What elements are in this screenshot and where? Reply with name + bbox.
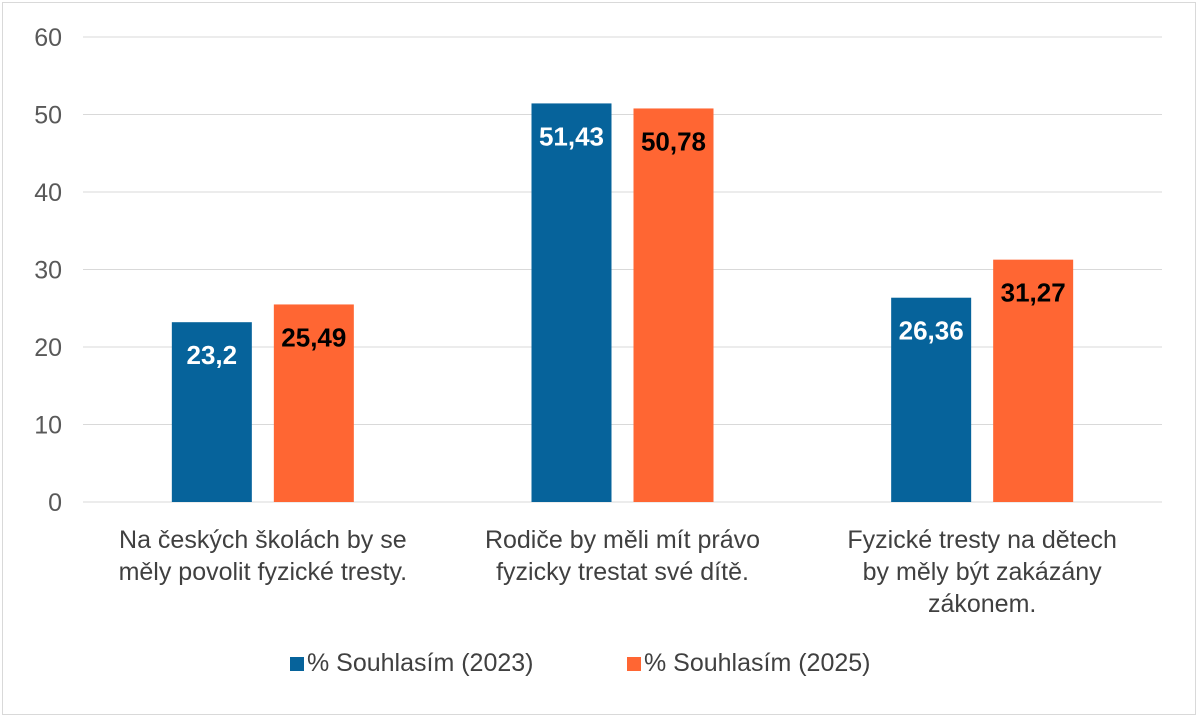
y-tick-label: 20: [34, 334, 62, 362]
y-tick-label: 50: [34, 102, 62, 130]
x-category-label: Rodiče by měli mít právo fyzicky trestat …: [485, 526, 760, 586]
data-label: 31,27: [1001, 278, 1066, 308]
y-tick-label: 30: [34, 257, 62, 285]
bar: [993, 259, 1074, 502]
legend-swatch: [290, 657, 304, 671]
x-category-line: Fyzické tresty na dětech: [847, 526, 1117, 554]
bar: [633, 108, 714, 502]
legend-label: % Souhlasím (2023): [307, 649, 534, 677]
x-category-line: fyzicky trestat své dítě.: [496, 558, 749, 586]
x-category-label: Na českých školách by se měly povolit fyz…: [119, 526, 408, 586]
legend-label: % Souhlasím (2025): [644, 649, 871, 677]
bar: [531, 103, 612, 502]
x-category-line: Rodiče by měli mít právo: [485, 526, 760, 554]
data-labels: 23,2 25,49 51,43 50,78 26,36 31,27: [187, 121, 1066, 370]
x-category-line: měly povolit fyzické tresty.: [119, 558, 408, 586]
bar: [273, 304, 354, 502]
bar: [891, 297, 972, 502]
y-axis-ticks: 0 10 20 30 40 50 60: [34, 24, 62, 517]
data-label: 25,49: [281, 322, 346, 352]
y-tick-label: 60: [34, 24, 62, 52]
data-label: 51,43: [539, 121, 604, 151]
bar: [171, 322, 252, 502]
y-tick-label: 40: [34, 179, 62, 207]
x-category-line: by měly být zakázány: [863, 558, 1102, 586]
x-axis-categories: Na českých školách by se měly povolit fyz…: [119, 526, 1117, 618]
y-tick-label: 10: [34, 412, 62, 440]
data-label: 26,36: [899, 316, 964, 346]
legend-swatch: [627, 657, 641, 671]
x-category-line: Na českých školách by se: [119, 526, 407, 554]
x-category-line: zákonem.: [928, 590, 1036, 618]
y-tick-label: 0: [48, 489, 62, 517]
data-label: 23,2: [187, 340, 238, 370]
data-label: 50,78: [641, 126, 706, 156]
bars: [171, 103, 1074, 502]
x-category-label: Fyzické tresty na dětech by měly být zaká…: [847, 526, 1117, 618]
legend: % Souhlasím (2023) % Souhlasím (2025): [290, 649, 871, 677]
gridlines: [83, 36, 1162, 503]
